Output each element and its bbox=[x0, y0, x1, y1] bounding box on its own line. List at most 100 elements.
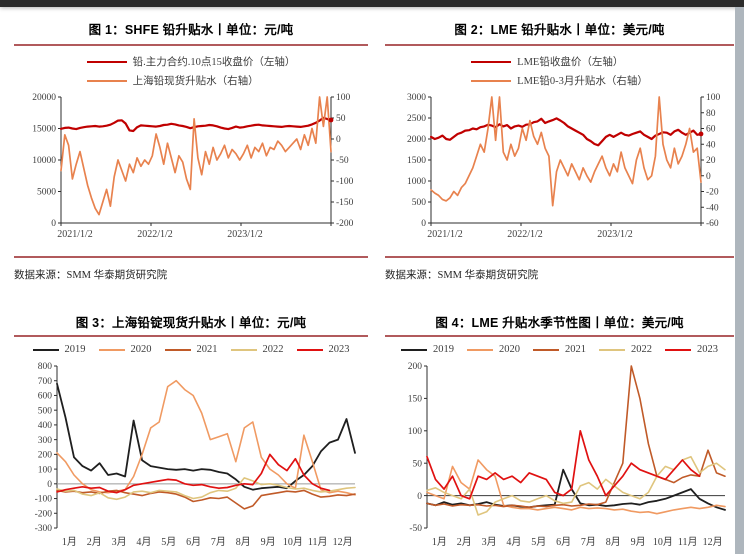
svg-text:2022/1/2: 2022/1/2 bbox=[507, 229, 543, 240]
legend-item: LME铅收盘价（左轴） bbox=[471, 54, 623, 69]
svg-text:10月: 10月 bbox=[653, 536, 673, 548]
svg-text:2500: 2500 bbox=[407, 114, 426, 124]
svg-text:9月: 9月 bbox=[631, 536, 646, 548]
svg-text:40: 40 bbox=[706, 140, 716, 150]
svg-text:-150: -150 bbox=[336, 198, 354, 208]
svg-text:0: 0 bbox=[417, 492, 422, 502]
legend-line-swatch bbox=[86, 79, 127, 82]
svg-text:2022/1/2: 2022/1/2 bbox=[137, 229, 173, 240]
legend-line-swatch bbox=[98, 348, 125, 351]
svg-text:12月: 12月 bbox=[703, 536, 723, 548]
svg-text:20: 20 bbox=[706, 156, 716, 166]
svg-text:0: 0 bbox=[421, 219, 426, 229]
fig4-chart-canvas: 200 150 100 50 0 -50 1月 2月 3月 4月 5月 6月 7月 8月 9月 10月 11月 1… bbox=[408, 362, 726, 548]
svg-text:-60: -60 bbox=[706, 219, 719, 229]
scrollbar[interactable] bbox=[735, 7, 744, 554]
legend-item: LME铅0-3月升贴水（右轴） bbox=[471, 73, 648, 88]
svg-text:10月: 10月 bbox=[283, 536, 303, 548]
svg-text:8月: 8月 bbox=[236, 536, 251, 548]
svg-text:2000: 2000 bbox=[407, 135, 426, 145]
svg-text:9月: 9月 bbox=[261, 536, 276, 548]
svg-text:8月: 8月 bbox=[606, 536, 621, 548]
svg-text:-100: -100 bbox=[35, 495, 53, 505]
fig1-legend: 铅.主力合约.10点15收盘价（左轴） 上海铅现货升贴水（右轴） bbox=[86, 54, 295, 88]
title-underline bbox=[14, 335, 368, 337]
legend-line-swatch bbox=[471, 60, 512, 63]
legend-line-swatch bbox=[471, 79, 512, 82]
svg-text:5月: 5月 bbox=[531, 536, 546, 548]
legend-label: LME铅收盘价（左轴） bbox=[517, 57, 624, 68]
svg-text:-50: -50 bbox=[336, 156, 349, 166]
svg-text:2023/1/2: 2023/1/2 bbox=[597, 229, 633, 240]
svg-text:2023/1/2: 2023/1/2 bbox=[227, 229, 263, 240]
fig3-legend: 2019 2020 2021 2022 2023 bbox=[14, 344, 368, 355]
fig1-chart-canvas: 20000 15000 10000 5000 0 100 50 0 -50 -100 -150 -20… bbox=[32, 93, 354, 240]
legend-line-swatch bbox=[230, 348, 257, 351]
svg-text:1000: 1000 bbox=[407, 177, 426, 187]
figure-4-title: 图 4：LME 升贴水季节性图丨单位：美元/吨 bbox=[435, 316, 684, 330]
svg-text:5000: 5000 bbox=[37, 188, 56, 198]
svg-text:1500: 1500 bbox=[407, 156, 426, 166]
svg-text:-20: -20 bbox=[706, 188, 719, 198]
svg-text:7月: 7月 bbox=[211, 536, 226, 548]
svg-text:0: 0 bbox=[47, 480, 52, 490]
window-top-bar bbox=[0, 0, 744, 7]
figure-3-panel: 图 3：上海铅锭现货升贴水丨单位：元/吨 2019 2020 2021 2022 202… bbox=[0, 302, 372, 554]
data-source: 数据来源：SMM 华泰期货研究院 bbox=[385, 270, 539, 281]
svg-text:-100: -100 bbox=[336, 177, 354, 187]
svg-text:11月: 11月 bbox=[678, 536, 698, 548]
svg-text:6月: 6月 bbox=[556, 536, 571, 548]
legend-item: 2022 bbox=[599, 344, 652, 355]
svg-text:2月: 2月 bbox=[457, 536, 472, 548]
svg-text:20000: 20000 bbox=[32, 93, 56, 103]
svg-text:100: 100 bbox=[38, 465, 53, 475]
figure-grid: 图 1：SHFE 铅升贴水丨单位：元/吨 铅.主力合约.10点15收盘价（左轴）… bbox=[0, 7, 744, 554]
source-divider bbox=[385, 256, 734, 258]
legend-item: 铅.主力合约.10点15收盘价（左轴） bbox=[86, 54, 295, 69]
svg-text:400: 400 bbox=[38, 421, 53, 431]
legend-label: 2023 bbox=[697, 344, 718, 355]
legend-item: 上海铅现货升贴水（右轴） bbox=[86, 73, 259, 88]
svg-text:4月: 4月 bbox=[136, 536, 151, 548]
legend-item: 2022 bbox=[230, 344, 284, 355]
svg-text:-40: -40 bbox=[706, 203, 719, 213]
svg-text:3月: 3月 bbox=[482, 536, 497, 548]
svg-text:80: 80 bbox=[706, 109, 716, 119]
legend-label: LME铅0-3月升贴水（右轴） bbox=[517, 76, 648, 87]
legend-label: 2022 bbox=[262, 344, 284, 355]
svg-text:-300: -300 bbox=[35, 524, 53, 534]
legend-item: 2021 bbox=[533, 344, 586, 355]
legend-label: 2021 bbox=[196, 344, 218, 355]
svg-text:0: 0 bbox=[706, 172, 711, 182]
legend-label: 2022 bbox=[631, 344, 652, 355]
svg-text:0: 0 bbox=[336, 135, 341, 145]
svg-text:100: 100 bbox=[706, 93, 721, 103]
svg-text:2021/1/2: 2021/1/2 bbox=[57, 229, 93, 240]
figure-1-panel: 图 1：SHFE 铅升贴水丨单位：元/吨 铅.主力合约.10点15收盘价（左轴）… bbox=[0, 7, 372, 302]
svg-text:10000: 10000 bbox=[32, 156, 56, 166]
fig3-chart-canvas: 800 700 600 500 400 300 200 100 0 -100 -200 -300 1月 2… bbox=[35, 362, 356, 548]
fig4-legend: 2019 2020 2021 2022 2023 bbox=[385, 344, 734, 355]
svg-text:12月: 12月 bbox=[333, 536, 353, 548]
svg-text:500: 500 bbox=[38, 406, 53, 416]
svg-text:800: 800 bbox=[38, 362, 53, 372]
svg-text:60: 60 bbox=[706, 125, 716, 135]
fig2-chart-canvas: 3000 2500 2000 1500 1000 500 0 100 80 60 40 20 0 -20 -… bbox=[407, 93, 721, 240]
figure-2-panel: 图 2：LME 铅升贴水丨单位：美元/吨 LME铅收盘价（左轴） LME铅0-3月… bbox=[372, 7, 735, 302]
legend-item: 2020 bbox=[467, 344, 520, 355]
legend-label: 2019 bbox=[64, 344, 86, 355]
fig2-legend: LME铅收盘价（左轴） LME铅0-3月升贴水（右轴） bbox=[471, 54, 648, 88]
svg-text:4月: 4月 bbox=[506, 536, 521, 548]
legend-line-swatch bbox=[533, 348, 559, 351]
svg-text:50: 50 bbox=[413, 459, 423, 469]
svg-text:15000: 15000 bbox=[32, 125, 56, 135]
svg-text:50: 50 bbox=[336, 114, 346, 124]
source-divider bbox=[14, 256, 368, 258]
legend-item: 2023 bbox=[665, 344, 718, 355]
svg-text:700: 700 bbox=[38, 377, 53, 387]
title-underline bbox=[14, 44, 368, 46]
legend-line-swatch bbox=[599, 348, 625, 351]
svg-text:1月: 1月 bbox=[62, 536, 77, 548]
svg-text:200: 200 bbox=[38, 451, 53, 461]
